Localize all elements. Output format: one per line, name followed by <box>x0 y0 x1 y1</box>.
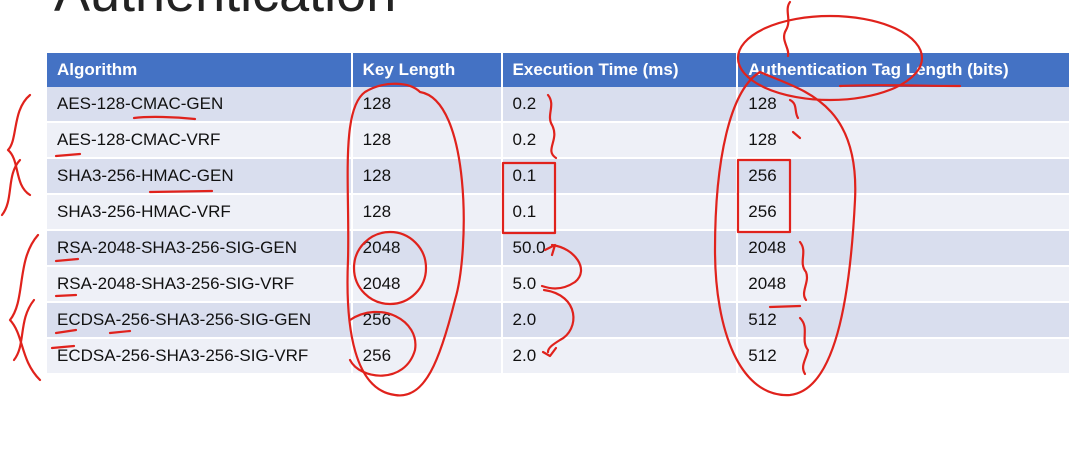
cell-key-length: 2048 <box>351 266 503 303</box>
cell-execution-time: 2.0 <box>501 302 739 339</box>
cell-tag-length: 256 <box>737 158 1071 195</box>
cell-execution-time: 0.1 <box>501 158 739 195</box>
cell-algorithm: SHA3-256-HMAC-GEN <box>47 158 353 195</box>
header-execution-time: Execution Time (ms) <box>501 53 739 87</box>
cell-algorithm: SHA3-256-HMAC-VRF <box>47 194 353 231</box>
table-row: AES-128-CMAC-GEN 128 0.2 128 <box>47 87 1071 123</box>
cell-key-length: 128 <box>351 87 503 123</box>
cell-algorithm: AES-128-CMAC-GEN <box>47 87 353 123</box>
tick-mark <box>782 0 792 58</box>
cell-tag-length: 128 <box>737 122 1071 159</box>
table-row: ECDSA-256-SHA3-256-SIG-VRF 256 2.0 512 <box>47 338 1071 375</box>
table-row: SHA3-256-HMAC-GEN 128 0.1 256 <box>47 158 1071 195</box>
table-row: RSA-2048-SHA3-256-SIG-VRF 2048 5.0 2048 <box>47 266 1071 303</box>
cell-algorithm: ECDSA-256-SHA3-256-SIG-VRF <box>47 338 353 375</box>
slide-title: Authentication <box>54 0 396 24</box>
cell-tag-length: 128 <box>737 87 1071 123</box>
cell-execution-time: 2.0 <box>501 338 739 375</box>
cell-algorithm: ECDSA-256-SHA3-256-SIG-GEN <box>47 302 353 339</box>
table-row: RSA-2048-SHA3-256-SIG-GEN 2048 50.0 2048 <box>47 230 1071 267</box>
cell-key-length: 128 <box>351 122 503 159</box>
cell-key-length: 256 <box>351 302 503 339</box>
authentication-table: Algorithm Key Length Execution Time (ms)… <box>47 53 1071 375</box>
header-tag-length: Authentication Tag Length (bits) <box>737 53 1071 87</box>
brace-mark <box>0 158 22 217</box>
table-row: AES-128-CMAC-VRF 128 0.2 128 <box>47 122 1071 159</box>
brace-mark <box>12 298 36 362</box>
table-row: ECDSA-256-SHA3-256-SIG-GEN 256 2.0 512 <box>47 302 1071 339</box>
cell-execution-time: 5.0 <box>501 266 739 303</box>
brace-mark <box>8 233 42 382</box>
cell-tag-length: 2048 <box>737 230 1071 267</box>
cell-algorithm: RSA-2048-SHA3-256-SIG-GEN <box>47 230 353 267</box>
cell-key-length: 128 <box>351 158 503 195</box>
cell-key-length: 2048 <box>351 230 503 267</box>
cell-tag-length: 512 <box>737 338 1071 375</box>
cell-execution-time: 0.2 <box>501 87 739 123</box>
cell-algorithm: AES-128-CMAC-VRF <box>47 122 353 159</box>
cell-tag-length: 2048 <box>737 266 1071 303</box>
cell-execution-time: 50.0 <box>501 230 739 267</box>
cell-key-length: 128 <box>351 194 503 231</box>
cell-algorithm: RSA-2048-SHA3-256-SIG-VRF <box>47 266 353 303</box>
header-key-length: Key Length <box>351 53 503 87</box>
cell-execution-time: 0.1 <box>501 194 739 231</box>
cell-execution-time: 0.2 <box>501 122 739 159</box>
cell-tag-length: 256 <box>737 194 1071 231</box>
cell-key-length: 256 <box>351 338 503 375</box>
header-algorithm: Algorithm <box>47 53 353 87</box>
table-row: SHA3-256-HMAC-VRF 128 0.1 256 <box>47 194 1071 231</box>
cell-tag-length: 512 <box>737 302 1071 339</box>
brace-mark <box>6 93 32 197</box>
table-header-row: Algorithm Key Length Execution Time (ms)… <box>47 53 1071 87</box>
